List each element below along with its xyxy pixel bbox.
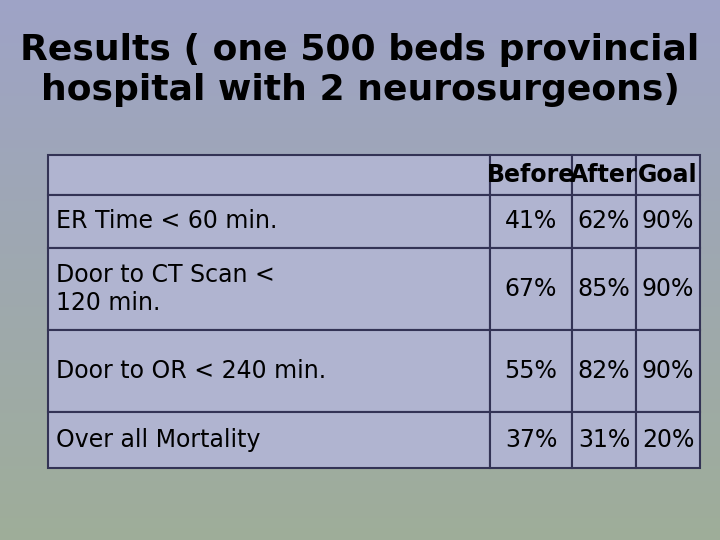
Bar [48, 330, 490, 412]
Text: 85%: 85% [577, 277, 631, 301]
Bar [572, 412, 636, 468]
Text: hospital with 2 neurosurgeons): hospital with 2 neurosurgeons) [40, 73, 680, 107]
Text: After: After [570, 163, 638, 187]
Bar [490, 248, 572, 330]
Bar [636, 330, 700, 412]
Text: 90%: 90% [642, 359, 694, 383]
Bar [636, 248, 700, 330]
Bar [48, 412, 490, 468]
Text: Door to CT Scan <
120 min.: Door to CT Scan < 120 min. [56, 263, 275, 315]
Bar [572, 330, 636, 412]
Bar [48, 155, 490, 195]
Text: 55%: 55% [505, 359, 557, 383]
Text: Results ( one 500 beds provincial: Results ( one 500 beds provincial [20, 33, 700, 67]
Text: ER Time < 60 min.: ER Time < 60 min. [56, 210, 277, 233]
Bar [48, 195, 490, 248]
Text: 31%: 31% [578, 428, 630, 452]
Text: 62%: 62% [578, 210, 630, 233]
Bar [490, 195, 572, 248]
Bar [490, 412, 572, 468]
Bar [572, 248, 636, 330]
Text: 20%: 20% [642, 428, 694, 452]
Text: 67%: 67% [505, 277, 557, 301]
Text: 82%: 82% [577, 359, 630, 383]
Text: Goal: Goal [638, 163, 698, 187]
Bar [572, 155, 636, 195]
Bar [48, 248, 490, 330]
Text: 41%: 41% [505, 210, 557, 233]
Bar [490, 155, 572, 195]
Bar [490, 330, 572, 412]
Bar [572, 195, 636, 248]
Bar [636, 155, 700, 195]
Bar [636, 195, 700, 248]
Text: Door to OR < 240 min.: Door to OR < 240 min. [56, 359, 326, 383]
Text: 37%: 37% [505, 428, 557, 452]
Text: Over all Mortality: Over all Mortality [56, 428, 261, 452]
Text: Before: Before [487, 163, 575, 187]
Bar [636, 412, 700, 468]
Text: 90%: 90% [642, 277, 694, 301]
Text: 90%: 90% [642, 210, 694, 233]
